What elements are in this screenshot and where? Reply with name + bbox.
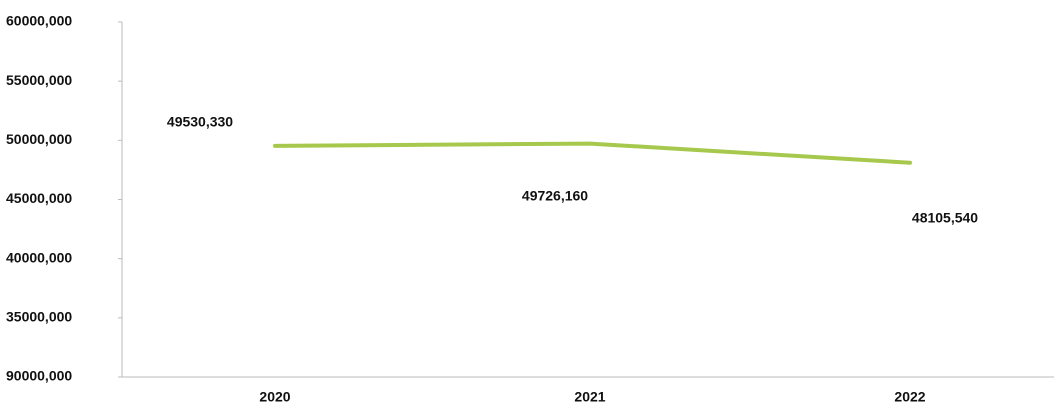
x-tick-label: 2021 <box>574 389 605 405</box>
y-tick-label: 90000,000 <box>6 368 72 384</box>
x-tick-label: 2020 <box>259 389 290 405</box>
y-tick-label: 45000,000 <box>6 190 72 206</box>
data-label: 49726,160 <box>522 187 588 203</box>
x-tick-label: 2022 <box>894 389 925 405</box>
data-label: 49530,330 <box>167 114 233 130</box>
data-line <box>273 141 912 165</box>
y-tick-label: 35000,000 <box>6 309 72 325</box>
y-tick-label: 60000,000 <box>6 13 72 29</box>
data-label: 48105,540 <box>912 209 978 225</box>
y-tick-label: 55000,000 <box>6 72 72 88</box>
y-tick-label: 40000,000 <box>6 249 72 265</box>
y-tick-label: 50000,000 <box>6 131 72 147</box>
